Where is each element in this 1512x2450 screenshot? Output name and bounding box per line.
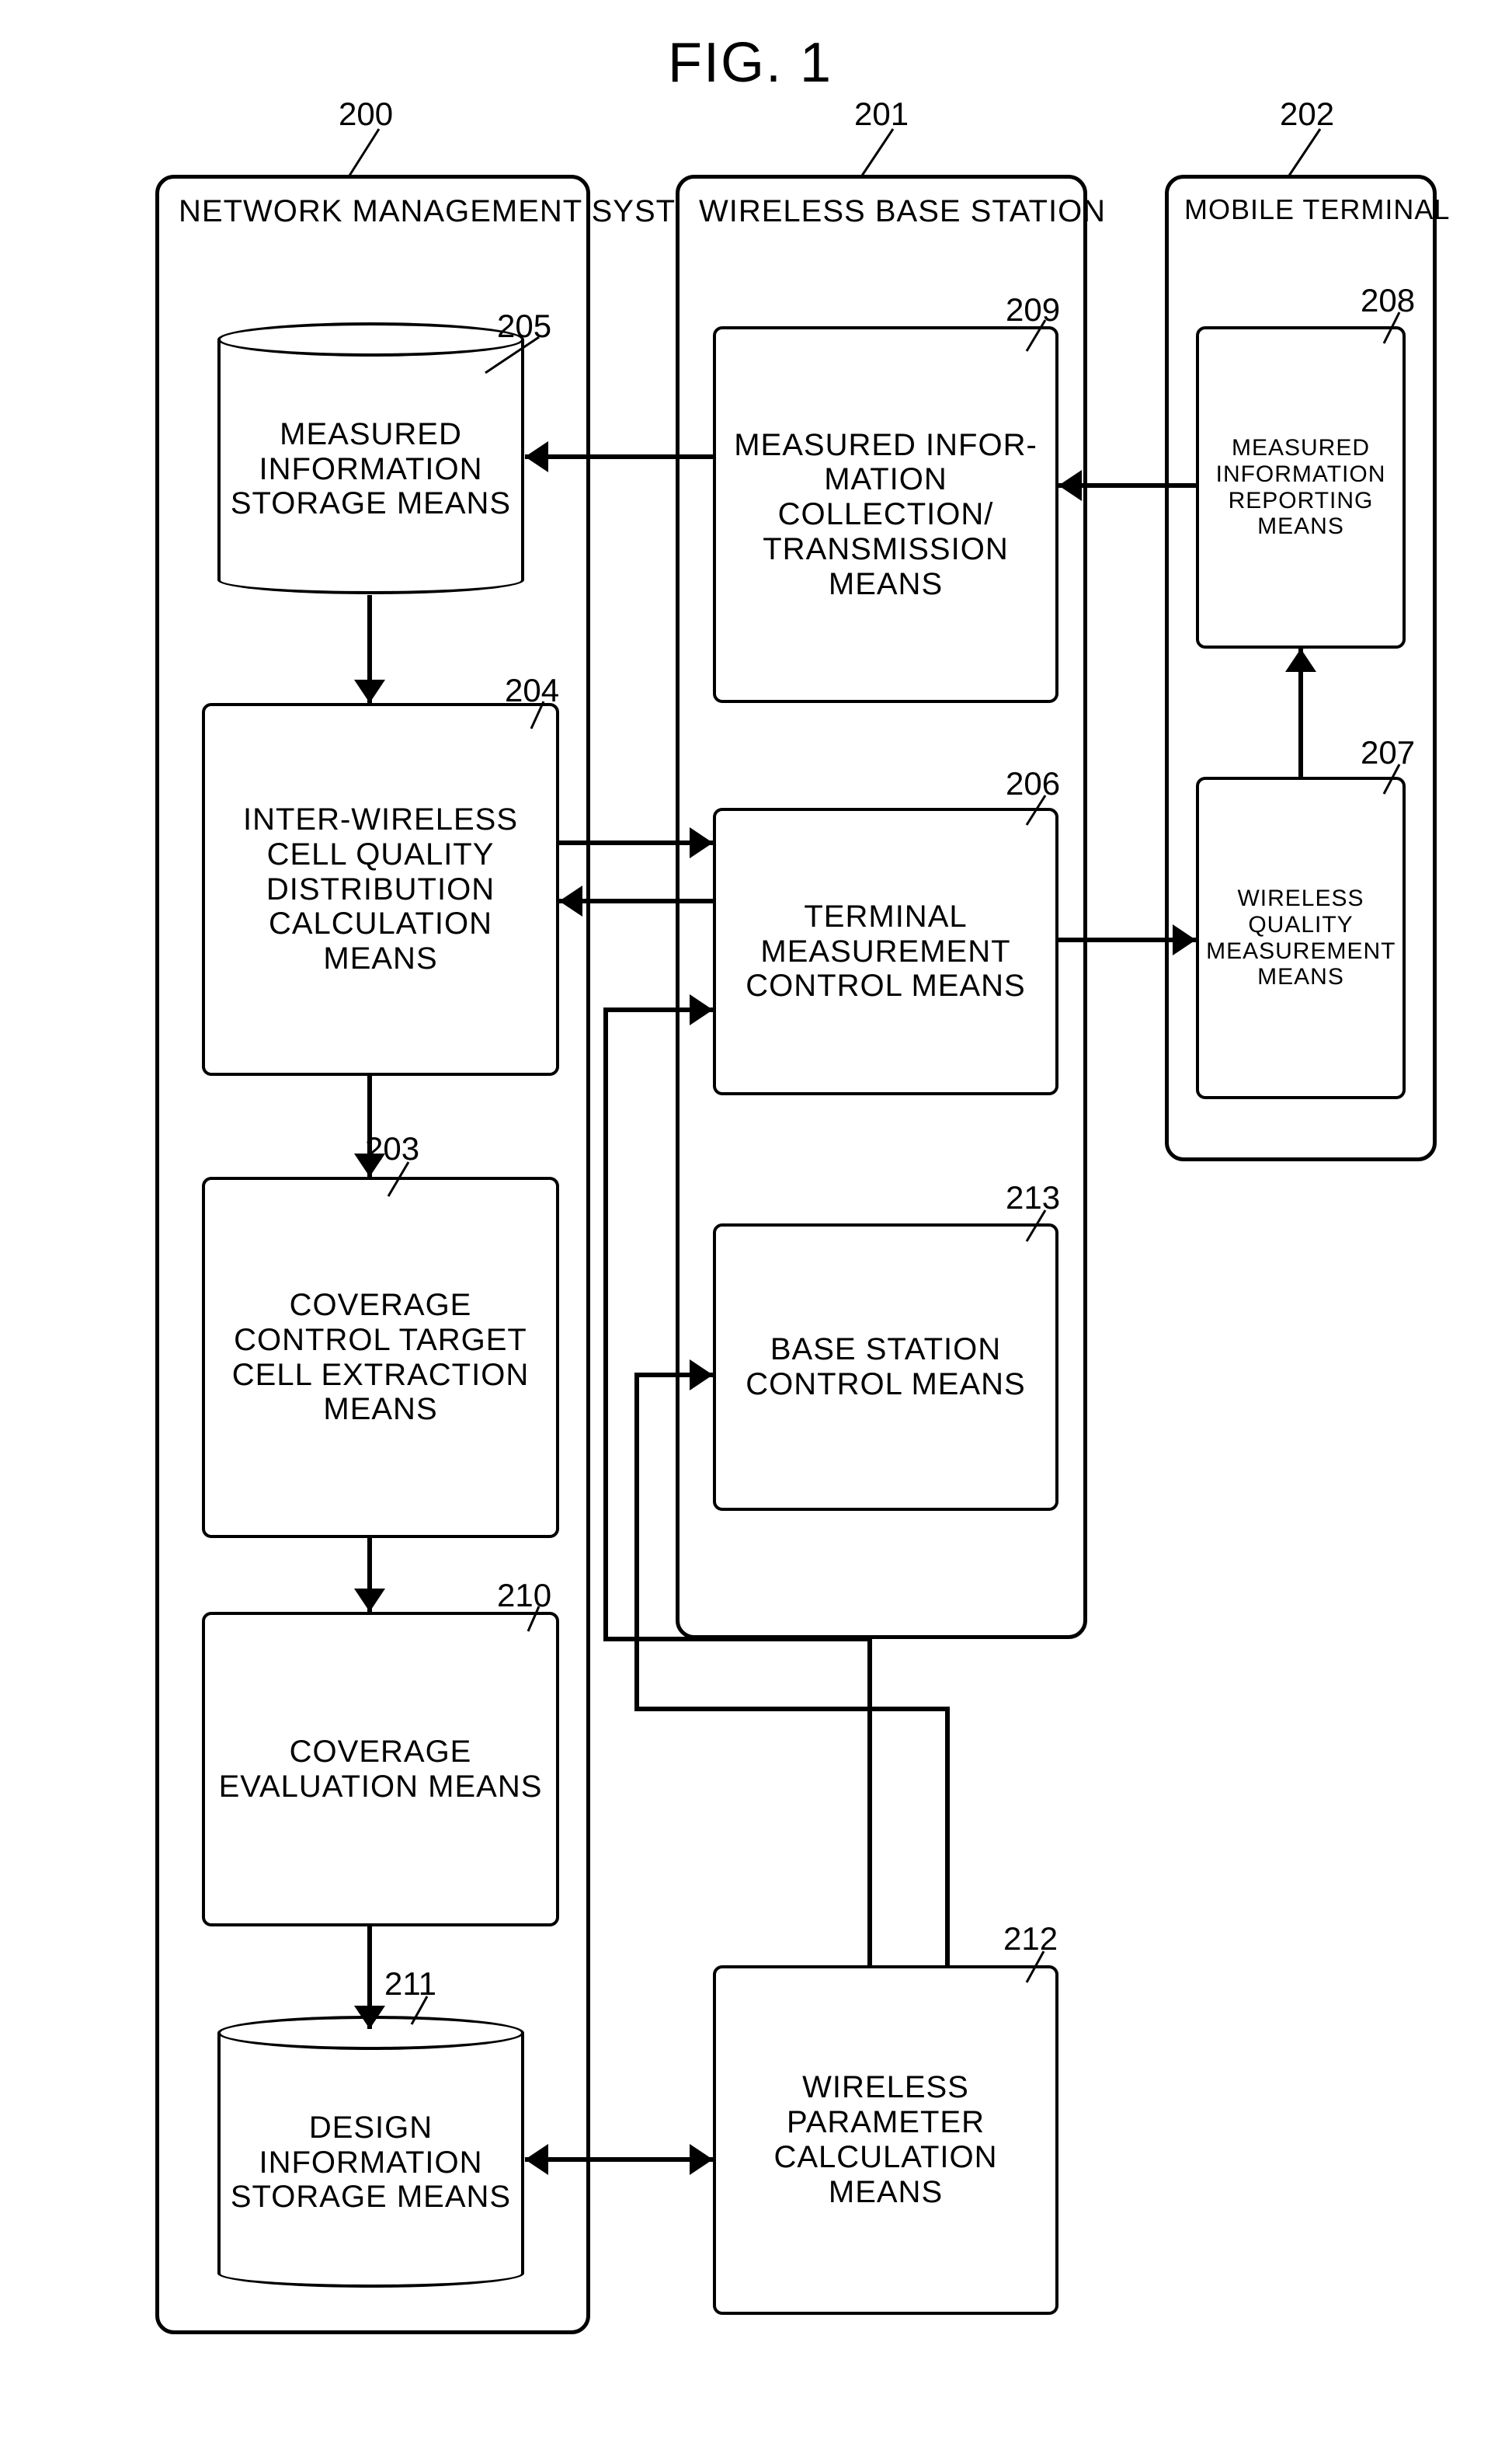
ref-211: 211 (384, 1965, 436, 2003)
ref-202: 202 (1280, 96, 1334, 133)
block-206-text: TERMINAL MEASUREMENT CONTROL MEANS (724, 900, 1048, 1004)
cyl-211-text: DESIGN INFORMATION STORAGE MEANS (225, 2111, 516, 2215)
block-209-text: MEASURED INFOR- MATION COLLECTION/ TRANS… (724, 428, 1048, 602)
block-inter-wireless: INTER-WIRELESS CELL QUALITY DISTRIBUTION… (202, 703, 559, 1076)
ref-210: 210 (497, 1577, 551, 1614)
ref-203: 203 (365, 1130, 419, 1168)
ref-209: 209 (1006, 291, 1060, 329)
ref-204: 204 (505, 672, 559, 709)
cyl-design-info-storage: DESIGN INFORMATION STORAGE MEANS (217, 2016, 524, 2288)
cyl-measured-info-storage: MEASURED INFORMATION STORAGE MEANS (217, 322, 524, 594)
block-wireless-quality: WIRELESS QUALITY MEASUREMENT MEANS (1196, 777, 1406, 1099)
ref-208: 208 (1361, 282, 1415, 319)
figure-title: FIG. 1 (668, 31, 832, 95)
block-wireless-param: WIRELESS PARAMETER CALCULATION MEANS (713, 1965, 1058, 2315)
block-210-text: COVERAGE EVALUATION MEANS (213, 1735, 548, 1804)
ref-206: 206 (1006, 765, 1060, 802)
container-nms-title: NETWORK MANAGEMENT SYSTEM (179, 194, 724, 229)
ref-205: 205 (497, 308, 551, 345)
block-213-text: BASE STATION CONTROL MEANS (724, 1332, 1048, 1402)
block-measured-info-report: MEASURED INFORMATION REPORTING MEANS (1196, 326, 1406, 649)
ref-212: 212 (1003, 1920, 1058, 1958)
block-coverage-eval: COVERAGE EVALUATION MEANS (202, 1612, 559, 1926)
ref-200: 200 (339, 96, 393, 133)
cyl-205-text: MEASURED INFORMATION STORAGE MEANS (225, 417, 516, 521)
block-base-station-ctrl: BASE STATION CONTROL MEANS (713, 1223, 1058, 1511)
block-terminal-meas-ctrl: TERMINAL MEASUREMENT CONTROL MEANS (713, 808, 1058, 1095)
block-coverage-control: COVERAGE CONTROL TARGET CELL EXTRACTION … (202, 1177, 559, 1538)
block-212-text: WIRELESS PARAMETER CALCULATION MEANS (724, 2070, 1048, 2209)
block-204-text: INTER-WIRELESS CELL QUALITY DISTRIBUTION… (213, 802, 548, 976)
container-mt-title: MOBILE TERMINAL (1184, 194, 1450, 225)
diagram-canvas: FIG. 1 NETWORK MANAGEMENT SYSTEM WIRELES… (0, 0, 1512, 2450)
ref-213: 213 (1006, 1179, 1060, 1216)
block-measured-info-coll: MEASURED INFOR- MATION COLLECTION/ TRANS… (713, 326, 1058, 703)
ref-201: 201 (854, 96, 909, 133)
block-208-text: MEASURED INFORMATION REPORTING MEANS (1207, 435, 1395, 539)
block-207-text: WIRELESS QUALITY MEASUREMENT MEANS (1206, 886, 1396, 990)
container-bs-title: WIRELESS BASE STATION (699, 194, 1106, 229)
block-203-text: COVERAGE CONTROL TARGET CELL EXTRACTION … (213, 1288, 548, 1427)
ref-207: 207 (1361, 734, 1415, 771)
